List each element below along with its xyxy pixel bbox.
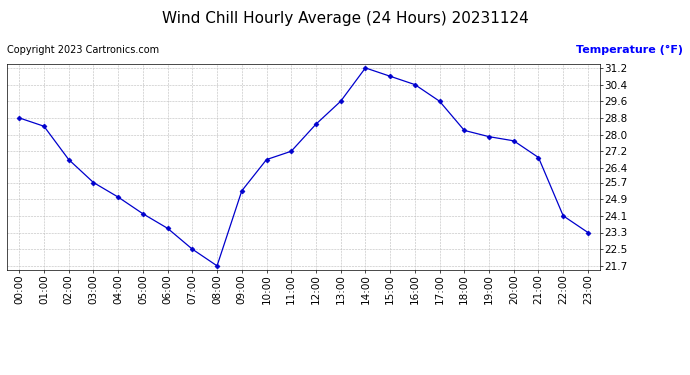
Text: Temperature (°F): Temperature (°F) [576, 45, 683, 55]
Text: Wind Chill Hourly Average (24 Hours) 20231124: Wind Chill Hourly Average (24 Hours) 202… [161, 11, 529, 26]
Text: Copyright 2023 Cartronics.com: Copyright 2023 Cartronics.com [7, 45, 159, 55]
